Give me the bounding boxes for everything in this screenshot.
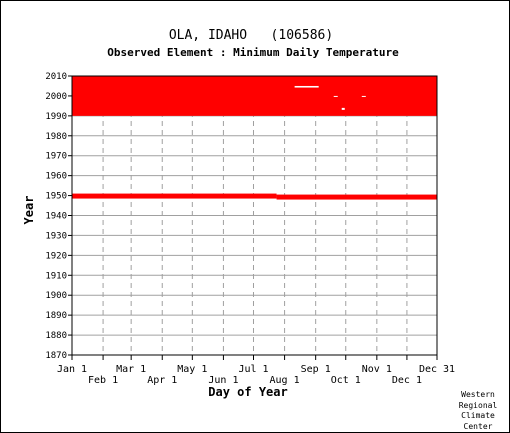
x-tick-label-top: Jul 1 bbox=[238, 364, 268, 375]
y-tick-label: 1930 bbox=[45, 231, 67, 241]
y-tick-label: 1990 bbox=[45, 112, 67, 122]
missing-data-gap bbox=[341, 107, 345, 110]
plot-area: 2010 2000 1990 1980 1970 1960 1950 1940 1930 1920… bbox=[45, 72, 455, 386]
x-tick-label-top: Mar 1 bbox=[116, 364, 146, 375]
y-axis-label: Year bbox=[22, 196, 36, 225]
credit-block: Western Regional Climate Center bbox=[449, 390, 507, 432]
y-tick-label: 1910 bbox=[45, 271, 67, 281]
x-tick-label-top: Sep 1 bbox=[301, 364, 331, 375]
x-tick-label-top: May 1 bbox=[177, 364, 207, 375]
x-tick-label-bottom: Aug 1 bbox=[270, 375, 300, 386]
x-tick-label-top: Nov 1 bbox=[362, 364, 392, 375]
chart-title: OLA, IDAHO (106586) bbox=[169, 28, 333, 43]
y-tick-label: 2010 bbox=[45, 72, 67, 82]
x-tick-label-bottom: Feb 1 bbox=[88, 375, 118, 386]
y-tick-label: 1890 bbox=[45, 311, 67, 321]
missing-data-gap bbox=[294, 85, 319, 88]
y-tick-label: 1960 bbox=[45, 172, 67, 182]
missing-data-gap bbox=[333, 95, 338, 97]
y-tick-label: 1980 bbox=[45, 132, 67, 142]
credit-line: Center bbox=[463, 421, 493, 431]
y-tick-label: 1950 bbox=[45, 192, 67, 202]
credit-line: Western bbox=[461, 390, 495, 399]
y-tick-label: 1920 bbox=[45, 251, 67, 261]
y-tick-label: 1900 bbox=[45, 291, 67, 301]
observed-period-bar bbox=[72, 193, 277, 199]
y-tick-label: 2000 bbox=[45, 92, 67, 102]
y-tick-label: 1870 bbox=[45, 351, 67, 361]
y-tick-label: 1940 bbox=[45, 212, 67, 222]
x-tick-label-top: Dec 31 bbox=[419, 364, 455, 375]
missing-data-gap bbox=[361, 95, 366, 97]
x-tick-label-bottom: Jun 1 bbox=[208, 375, 238, 386]
observed-period-bar bbox=[276, 194, 437, 200]
y-tick-label: 1970 bbox=[45, 152, 67, 162]
x-tick-label-bottom: Dec 1 bbox=[392, 375, 422, 386]
x-tick-label-bottom: Apr 1 bbox=[147, 375, 177, 386]
chart-subtitle: Observed Element : Minimum Daily Tempera… bbox=[107, 46, 399, 59]
plot-border bbox=[71, 75, 438, 356]
observed-period-bar bbox=[72, 76, 437, 116]
credit-line: Regional bbox=[458, 400, 498, 410]
credit-line: Climate bbox=[461, 411, 495, 420]
x-tick-label-bottom: Oct 1 bbox=[331, 375, 361, 386]
x-axis-label: Day of Year bbox=[208, 385, 287, 399]
x-tick-label-top: Jan 1 bbox=[57, 364, 87, 375]
y-tick-label: 1880 bbox=[45, 331, 67, 341]
